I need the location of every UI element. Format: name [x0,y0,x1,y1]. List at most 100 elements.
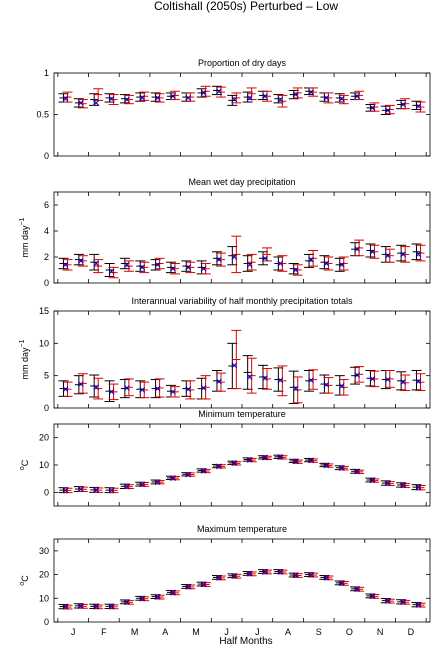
observed-marker [262,255,268,262]
observed-marker [78,603,84,609]
observed-marker [338,383,345,389]
y-tick-label: 2 [44,252,49,262]
observed-marker [277,454,284,460]
errorbar-series-2 [62,259,73,271]
observed-marker [108,487,115,494]
month-label: M [192,627,200,637]
y-axis-label: mm day−1 [19,217,30,257]
month-label: A [162,627,168,637]
observed-marker [384,480,391,487]
y-axis-label-text: C [20,575,30,582]
errorbar-series-2 [323,256,334,271]
panel-2: Mean wet day precipitation 0 2 4 6 mm day−1 [19,177,431,288]
observed-marker [108,95,115,102]
observed-marker [277,96,284,103]
observed-marker [200,385,207,391]
observed-marker [170,265,176,272]
errorbar-series-1 [242,355,253,390]
panel-title: Maximum temperature [197,524,287,534]
observed-marker [216,378,222,385]
y-tick-label: 0 [44,403,49,413]
observed-marker [308,89,314,95]
y-tick-label: 0 [44,278,49,288]
observed-marker [124,483,130,490]
observed-marker [185,95,192,101]
observed-marker [262,375,268,382]
observed-marker [231,254,238,260]
y-tick-label: 6 [44,200,49,210]
month-label: J [71,627,76,637]
y-axis-label: mm day−1 [19,339,30,379]
panel-5: Maximum temperature 0 10 20 30 oC [19,524,431,627]
errorbar-series-2 [323,377,334,394]
observed-marker [139,264,146,271]
y-axis-label-text: C [20,459,30,466]
observed-marker [400,251,406,258]
observed-marker [308,256,314,263]
observed-marker [262,454,268,461]
observed-marker [231,362,238,369]
observed-marker [415,484,422,491]
y-tick-label: 10 [39,460,49,470]
axes-box [53,72,431,157]
errorbar-series-2 [154,378,165,398]
month-label: A [285,627,291,637]
observed-marker [154,261,161,268]
observed-marker [323,260,330,267]
observed-marker [62,95,69,102]
observed-marker [384,252,391,259]
observed-marker [62,487,69,494]
observed-marker [323,381,330,388]
observed-marker [369,248,376,255]
observed-marker [78,381,84,387]
y-tick-label: 30 [39,546,49,556]
y-axis-label-text: mm day [20,225,30,258]
observed-marker [108,388,115,395]
y-axis-label-sup: o [19,466,26,470]
observed-marker [93,487,100,494]
observed-marker [292,572,299,579]
observed-marker [415,378,422,385]
y-tick-label: 0.5 [36,110,49,120]
observed-marker [354,93,360,100]
observed-marker [185,386,192,393]
y-axis-label: oC [19,575,30,586]
errorbar-series-2 [154,93,165,103]
y-axis-label-text: mm day [20,347,30,380]
observed-marker [400,101,406,108]
observed-marker [200,581,207,588]
observed-marker [108,603,115,610]
y-tick-label: 0 [44,617,49,627]
panel-3: Interannual variability of half monthly … [19,296,431,413]
observed-marker [369,477,376,484]
y-axis-label: oC [19,459,30,470]
observed-marker [185,264,192,271]
observed-marker [415,602,422,608]
observed-marker [231,96,238,103]
observed-marker [231,573,238,579]
y-tick-label: 10 [39,338,49,348]
observed-marker [246,261,253,268]
observed-marker [216,574,222,581]
y-tick-label: 15 [39,306,49,316]
observed-marker [93,603,100,610]
y-tick-label: 20 [39,570,49,580]
month-label: F [101,627,107,637]
observed-marker [400,482,406,489]
observed-marker [323,95,330,101]
y-axis-label-sup: o [19,582,26,586]
observed-marker [384,598,391,604]
observed-marker [246,95,253,101]
observed-marker [62,261,69,268]
panels: Proportion of dry days 0 0.5 1 Mean wet day … [19,58,431,627]
month-label: J [224,627,229,637]
observed-marker [262,568,268,575]
observed-marker [124,385,130,391]
observed-marker [262,93,268,100]
observed-marker [170,388,176,395]
observed-marker [338,580,345,586]
y-tick-label: 20 [39,433,49,443]
panel-title: Proportion of dry days [198,58,287,68]
